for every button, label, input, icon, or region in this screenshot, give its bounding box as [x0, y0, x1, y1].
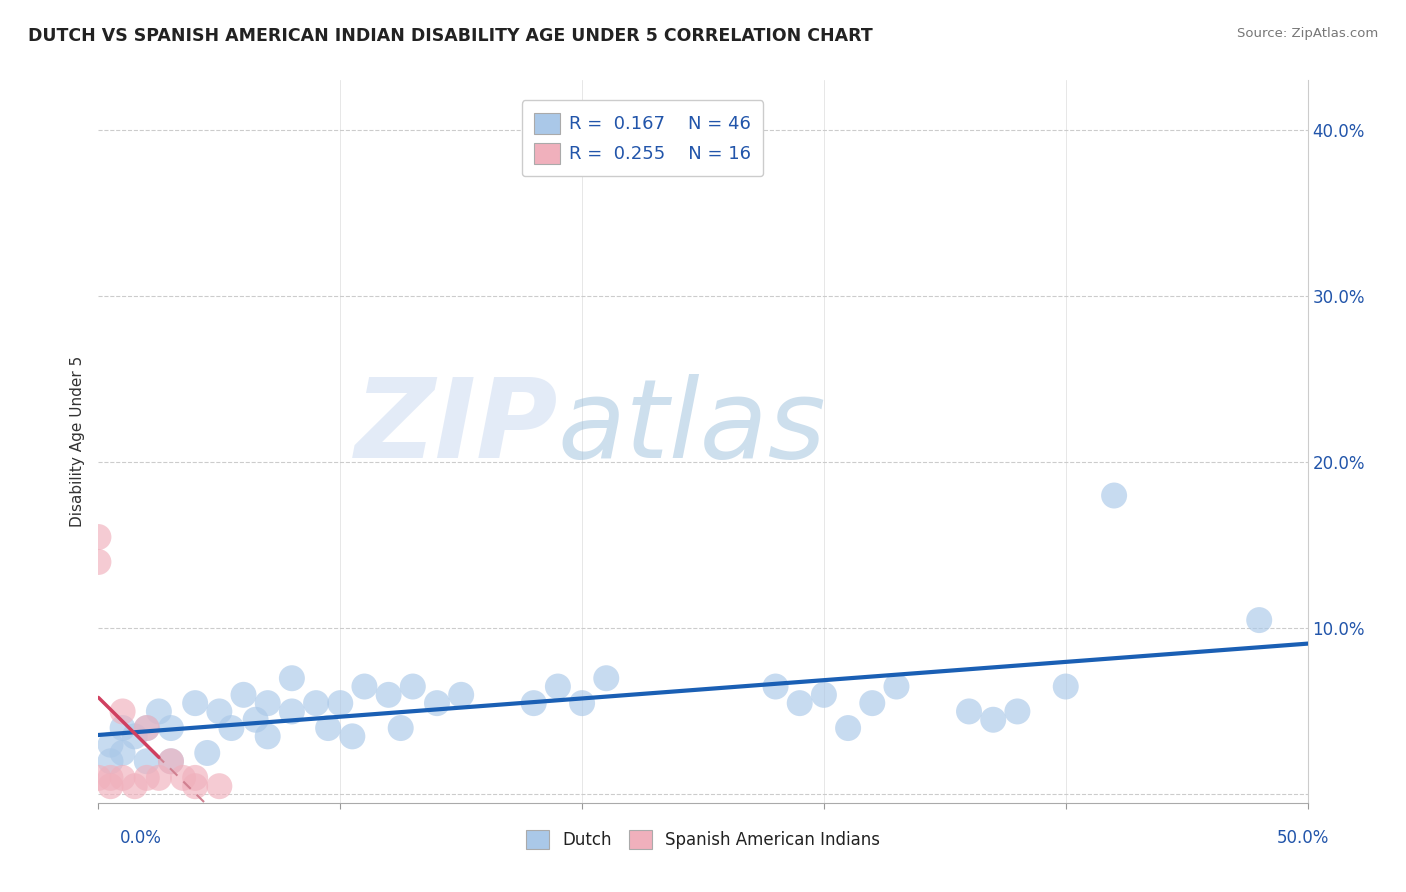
Text: 0.0%: 0.0% — [120, 829, 162, 847]
Legend: Dutch, Spanish American Indians: Dutch, Spanish American Indians — [516, 821, 890, 860]
Point — [87, 771, 110, 785]
Point — [860, 696, 883, 710]
Point — [547, 680, 569, 694]
Point — [100, 738, 122, 752]
Text: Source: ZipAtlas.com: Source: ZipAtlas.com — [1237, 27, 1378, 40]
Point — [87, 555, 110, 569]
Point — [256, 730, 278, 744]
Point — [184, 696, 207, 710]
Text: atlas: atlas — [558, 374, 827, 481]
Point — [160, 721, 183, 735]
Point — [389, 721, 412, 735]
Point — [208, 779, 231, 793]
Point — [281, 705, 304, 719]
Point — [1102, 489, 1125, 503]
Point — [523, 696, 546, 710]
Point — [100, 771, 122, 785]
Point — [765, 680, 787, 694]
Text: 50.0%: 50.0% — [1277, 829, 1329, 847]
Point — [111, 746, 134, 760]
Point — [111, 771, 134, 785]
Point — [837, 721, 859, 735]
Point — [245, 713, 267, 727]
Point — [232, 688, 254, 702]
Point — [329, 696, 352, 710]
Point — [957, 705, 980, 719]
Y-axis label: Disability Age Under 5: Disability Age Under 5 — [69, 356, 84, 527]
Point — [1249, 613, 1271, 627]
Point — [100, 779, 122, 793]
Point — [450, 688, 472, 702]
Point — [281, 671, 304, 685]
Point — [124, 730, 146, 744]
Point — [402, 680, 425, 694]
Point — [221, 721, 243, 735]
Point — [886, 680, 908, 694]
Point — [111, 721, 134, 735]
Point — [160, 754, 183, 768]
Point — [571, 696, 593, 710]
Point — [87, 530, 110, 544]
Point — [1007, 705, 1029, 719]
Point — [135, 721, 157, 735]
Point — [184, 771, 207, 785]
Point — [135, 721, 157, 735]
Point — [148, 771, 170, 785]
Point — [789, 696, 811, 710]
Point — [135, 771, 157, 785]
Point — [135, 754, 157, 768]
Point — [595, 671, 617, 685]
Point — [981, 713, 1004, 727]
Point — [184, 779, 207, 793]
Text: DUTCH VS SPANISH AMERICAN INDIAN DISABILITY AGE UNDER 5 CORRELATION CHART: DUTCH VS SPANISH AMERICAN INDIAN DISABIL… — [28, 27, 873, 45]
Point — [342, 730, 364, 744]
Point — [100, 754, 122, 768]
Point — [813, 688, 835, 702]
Point — [172, 771, 194, 785]
Point — [256, 696, 278, 710]
Point — [1054, 680, 1077, 694]
Point — [111, 705, 134, 719]
Point — [316, 721, 339, 735]
Point — [377, 688, 399, 702]
Point — [208, 705, 231, 719]
Point — [160, 754, 183, 768]
Point — [305, 696, 328, 710]
Text: ZIP: ZIP — [354, 374, 558, 481]
Point — [353, 680, 375, 694]
Point — [195, 746, 218, 760]
Point — [148, 705, 170, 719]
Point — [426, 696, 449, 710]
Point — [124, 779, 146, 793]
